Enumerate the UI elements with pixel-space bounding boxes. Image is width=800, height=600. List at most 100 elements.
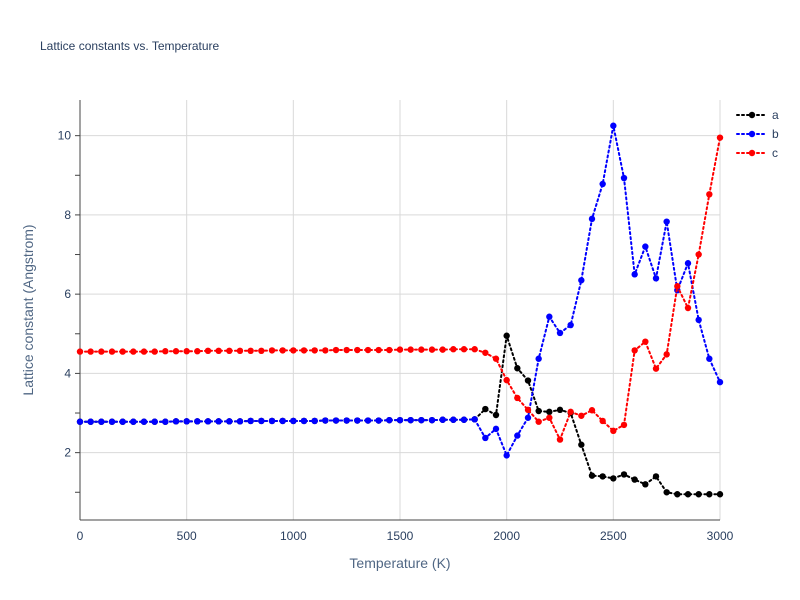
data-point-b [183, 418, 190, 425]
data-point-b [119, 418, 126, 425]
data-point-a [599, 473, 606, 480]
x-tick-label: 2000 [493, 529, 520, 543]
data-point-b [322, 417, 329, 424]
data-point-c [428, 346, 436, 353]
data-point-c [183, 348, 190, 355]
data-point-b [194, 418, 201, 425]
data-point-b [684, 260, 692, 267]
data-point-a [674, 491, 681, 498]
series-b [76, 122, 724, 459]
data-point-a [482, 405, 489, 413]
legend[interactable]: abc [736, 108, 779, 160]
data-point-c [706, 191, 713, 198]
data-point-c [620, 421, 628, 429]
data-point-b [375, 417, 382, 424]
data-point-a [492, 411, 500, 419]
data-point-b [482, 434, 489, 442]
data-point-a [503, 332, 510, 339]
data-point-b [418, 416, 425, 424]
data-point-c [450, 346, 457, 353]
data-point-b [87, 418, 94, 425]
legend-item-c[interactable]: c [736, 146, 778, 160]
data-point-b [172, 418, 180, 425]
y-tick-label: 8 [64, 208, 71, 222]
legend-label-b: b [772, 127, 779, 141]
data-point-c [76, 348, 84, 355]
data-point-c [610, 427, 617, 435]
data-point-b [204, 418, 212, 425]
x-tick-label: 500 [177, 529, 197, 543]
data-point-b [471, 416, 478, 423]
data-point-c [87, 348, 94, 355]
data-point-b [258, 417, 265, 425]
y-tick-label: 6 [64, 287, 71, 301]
x-axis-title: Temperature (K) [349, 555, 450, 571]
data-point-b [290, 417, 297, 425]
legend-marker-b [748, 130, 756, 138]
data-point-c [514, 394, 521, 402]
data-point-b [268, 417, 276, 425]
data-point-c [311, 347, 318, 354]
data-point-c [503, 376, 510, 384]
data-point-b [663, 218, 670, 225]
data-point-b [162, 418, 169, 425]
data-point-c [215, 347, 222, 355]
y-tick-label: 2 [64, 446, 71, 460]
data-point-c [674, 283, 681, 290]
data-point-b [631, 271, 638, 278]
data-point-c [247, 347, 254, 355]
x-tick-label: 2500 [600, 529, 627, 543]
legend-item-a[interactable]: a [736, 108, 779, 122]
data-point-b [343, 417, 350, 424]
data-point-b [279, 417, 286, 425]
data-point-c [642, 338, 649, 345]
data-point-b [492, 425, 500, 433]
tick-labels: 0 500 1000 1500 2000 2500 3000 2 4 6 8 10 [58, 129, 734, 543]
data-point-b [311, 417, 318, 425]
data-point-c [151, 348, 158, 355]
data-point-b [140, 418, 148, 425]
data-point-b [524, 414, 532, 421]
data-point-a [684, 491, 692, 498]
data-point-b [578, 277, 585, 284]
data-point-c [194, 348, 201, 355]
data-point-c [236, 347, 244, 355]
data-point-c [386, 346, 393, 354]
chart-title: Lattice constants vs. Temperature [40, 39, 220, 53]
data-point-c [375, 346, 382, 354]
y-axis-title: Lattice constant (Angstrom) [20, 224, 36, 395]
data-point-c [684, 304, 692, 312]
legend-marker-c [748, 149, 756, 157]
data-point-b [642, 243, 649, 250]
y-tick-label: 4 [64, 366, 71, 380]
data-point-c [354, 346, 361, 354]
data-point-a [695, 491, 702, 498]
data-point-c [300, 347, 308, 354]
legend-label-a: a [772, 108, 779, 122]
data-point-b [556, 329, 564, 337]
data-point-c [471, 346, 478, 353]
data-point-b [706, 355, 713, 362]
data-point-b [130, 418, 137, 425]
data-point-a [535, 407, 542, 415]
x-tick-label: 3000 [707, 529, 734, 543]
data-point-a [524, 377, 532, 384]
data-point-c [226, 347, 233, 355]
data-point-c [652, 365, 660, 372]
data-point-b [98, 418, 105, 425]
data-point-c [439, 346, 446, 353]
data-point-c [332, 346, 340, 354]
data-point-b [503, 452, 510, 459]
data-point-b [546, 313, 553, 320]
data-point-c [418, 346, 425, 353]
data-point-b [151, 418, 158, 425]
data-point-c [546, 414, 553, 421]
data-point-a [663, 489, 670, 496]
data-point-b [620, 174, 628, 182]
data-point-c [258, 347, 265, 355]
legend-item-b[interactable]: b [736, 127, 779, 141]
data-point-a [556, 406, 564, 414]
data-point-c [588, 407, 596, 414]
data-point-c [343, 346, 350, 354]
